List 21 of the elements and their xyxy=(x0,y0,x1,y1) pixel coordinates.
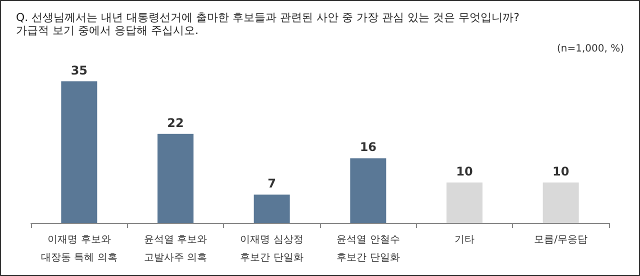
data-label: 7 xyxy=(268,176,276,191)
x-tick-label: 윤석열 안철수 후보간 단일화 xyxy=(336,234,400,264)
data-label: 16 xyxy=(360,140,377,154)
bar xyxy=(254,194,290,223)
bar xyxy=(350,158,386,223)
x-tick-label: 이재명 심상정 후보간 단일화 xyxy=(240,234,304,264)
data-label: 10 xyxy=(552,164,570,178)
chart-title: Q. 선생님께서는 내년 대통령선거에 출마한 후보들과 관련된 사안 중 가장 관심 있는 것은 무엇입니까? xyxy=(16,11,520,24)
x-tick-label: 이재명 후보와 대장동 특혜 의혹 xyxy=(40,234,118,264)
bar xyxy=(158,134,194,223)
x-tick-label: 기타 xyxy=(454,234,474,246)
text: (n=1,000, %) xyxy=(556,44,624,54)
chart-subtitle: 가급적 보기 중에서 응답해 주십시오. xyxy=(16,24,198,37)
data-label: 35 xyxy=(70,63,88,78)
bar xyxy=(61,81,98,223)
x-tick-label: 모름/무응답 xyxy=(534,234,588,246)
bar xyxy=(542,182,579,223)
x-tick-label: 윤석열 후보와 고발사주 의혹 xyxy=(144,234,208,264)
bar xyxy=(446,182,482,223)
data-label: 10 xyxy=(456,164,473,178)
data-label: 22 xyxy=(167,116,184,130)
